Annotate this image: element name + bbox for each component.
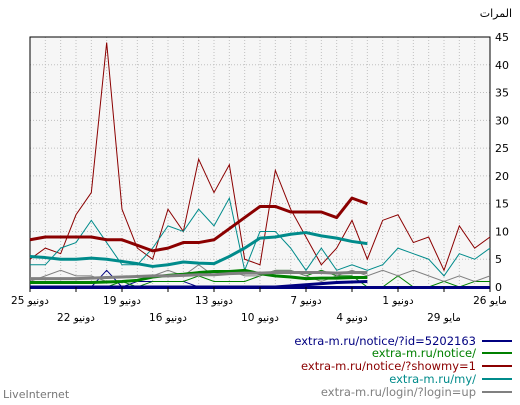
footer-brand[interactable]: LiveInternet: [3, 388, 70, 401]
x-tick-label: 22 دونيو: [57, 312, 95, 324]
legend-item-3[interactable]: extra-m.ru/notice/?showmy=1: [301, 359, 512, 373]
y-tick-label: 45: [495, 31, 509, 44]
y-tick-label: 40: [495, 59, 509, 72]
series-trend-3: [29, 196, 368, 253]
y-tick-label: 10: [495, 225, 509, 238]
legend-item-2[interactable]: extra-m.ru/notice/: [372, 346, 512, 360]
legend-item-4[interactable]: extra-m.ru/my/: [389, 372, 512, 386]
legend-swatch-5: [482, 391, 512, 393]
x-tick-label: 4 دونيو: [336, 312, 368, 324]
y-tick-label: 0: [495, 281, 502, 294]
x-tick-label: 29 مايو: [427, 312, 461, 324]
line-chart: المرات 0 5 10 15 20 25 30 35 40 45 25 دونيو 19 دوني…: [11, 7, 512, 324]
x-tick-label: 7 دونيو: [290, 295, 322, 307]
y-tick-label: 30: [495, 114, 509, 127]
x-tick-label: 1 دونيو: [382, 295, 414, 307]
y-tick-label: 15: [495, 198, 509, 211]
x-tick-label: 13 دونيو: [195, 295, 233, 307]
x-tick-label: 19 دونيو: [103, 295, 141, 307]
x-tick-label: 25 دونيو: [11, 295, 49, 307]
legend-label-5: extra-m.ru/login/?login=up: [320, 385, 476, 399]
y-tick-label: 35: [495, 87, 509, 100]
y-axis-title: المرات: [480, 7, 512, 20]
y-tick-label: 25: [495, 142, 509, 155]
series-line-3: [29, 42, 491, 272]
x-tick-label: 16 دونيو: [149, 312, 187, 324]
plot-area: [30, 37, 490, 287]
legend-swatch-2: [482, 352, 512, 354]
series-line-4: [30, 196, 491, 277]
series-trend-2: [30, 268, 368, 285]
legend-swatch-1: [482, 340, 512, 342]
legend-swatch-3: [482, 365, 512, 367]
legend-item-5[interactable]: extra-m.ru/login/?login=up: [321, 385, 512, 399]
series-trend-4: [29, 231, 368, 268]
legend-label-1: extra-m.ru/notice/?id=5202163: [294, 334, 476, 348]
legend-item-1[interactable]: extra-m.ru/notice/?id=5202163: [294, 334, 512, 348]
y-tick-label: 5: [495, 253, 502, 266]
y-tick-label: 20: [495, 170, 509, 183]
x-tick-label: 26 مايو: [473, 295, 507, 307]
legend-swatch-4: [482, 378, 512, 380]
x-tick-label: 10 دونيو: [241, 312, 279, 324]
series-trend-5: [30, 271, 368, 281]
legend-label-4: extra-m.ru/my/: [389, 372, 476, 386]
legend-label-3: extra-m.ru/notice/?showmy=1: [301, 359, 476, 373]
legend-label-2: extra-m.ru/notice/: [371, 346, 476, 360]
